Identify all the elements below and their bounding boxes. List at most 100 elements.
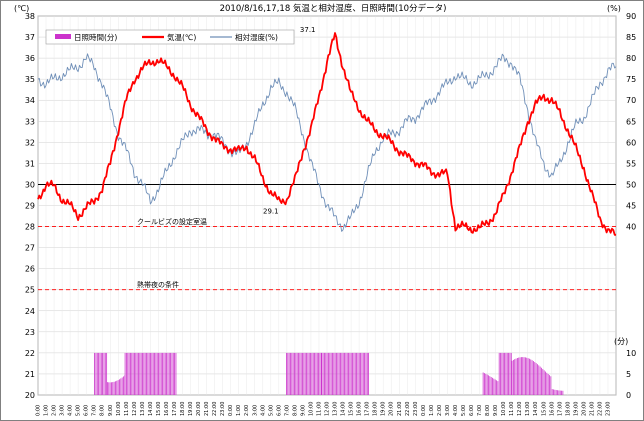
x-tick-label: 21:00	[589, 402, 595, 416]
sunshine-bar	[302, 352, 303, 395]
series-line	[37, 53, 617, 232]
sunshine-bar	[164, 352, 166, 395]
sunshine-bars	[94, 352, 564, 395]
sunshine-bar	[295, 352, 297, 395]
x-tick-label: 7:00	[284, 405, 290, 416]
x-tick-label: 6:00	[469, 405, 475, 416]
sunshine-bar	[128, 352, 130, 395]
left-tick-label: 37	[25, 33, 35, 42]
sunshine-bar	[300, 352, 302, 395]
sunshine-bar	[530, 359, 532, 395]
x-tick-label: 5:00	[268, 405, 274, 416]
sunshine-bar	[558, 390, 560, 395]
sunshine-bar	[288, 352, 290, 395]
x-tick-label: 8:00	[100, 405, 106, 416]
sunshine-bar	[543, 370, 545, 395]
right-tick-label: 40	[626, 223, 636, 232]
chart-title: 2010/8/16,17,18 気温と相対湿度、日照時間(10分データ)	[220, 3, 447, 14]
left-tick-label: 31	[25, 159, 35, 168]
x-tick-label: 22:00	[405, 402, 411, 416]
right-tick-label: 65	[626, 117, 636, 126]
sunshine-bar	[111, 382, 112, 395]
sunshine-bar	[562, 390, 564, 395]
sunshine-bar	[490, 376, 492, 395]
sunshine-bar	[561, 390, 562, 395]
sunshine-bar	[174, 352, 176, 395]
sunshine-bar	[321, 352, 323, 395]
sunshine-bar	[337, 352, 339, 395]
x-tick-label: 12:00	[325, 402, 331, 416]
sunshine-bar	[102, 352, 104, 395]
x-tick-label: 14:00	[341, 402, 347, 416]
sunshine-bar	[292, 352, 294, 395]
x-tick-label: 18:00	[565, 402, 571, 416]
x-tick-label: 17:00	[365, 402, 371, 416]
sunshine-bar	[322, 352, 324, 395]
x-tick-label: 10:00	[116, 402, 122, 416]
x-tick-label: 20:00	[196, 402, 202, 416]
sunshine-bar	[361, 352, 363, 395]
sunshine-bar	[312, 352, 314, 395]
sunshine-bar	[526, 357, 528, 395]
sunshine-bar	[340, 352, 341, 395]
sunshine-bar	[539, 366, 541, 395]
sunshine-bar	[104, 352, 106, 395]
legend-swatch-sunshine	[55, 34, 71, 39]
x-tick-label: 17:00	[172, 402, 178, 416]
sunshine-bar	[516, 358, 518, 395]
sunshine-bar	[348, 352, 349, 395]
sunshine-bar	[127, 352, 129, 395]
x-tick-label: 3:00	[445, 405, 451, 416]
sunshine-bar	[166, 352, 167, 395]
sunshine-bar	[486, 374, 488, 395]
sunshine-bar	[311, 352, 313, 395]
x-tick-label: 2:00	[437, 405, 443, 416]
x-tick-label: 21:00	[397, 402, 403, 416]
sunshine-bar	[103, 352, 105, 395]
sunshine-bar	[315, 352, 317, 395]
sunshine-bar	[168, 352, 170, 395]
right-tick-label: 80	[626, 54, 636, 63]
sunshine-bar	[366, 352, 368, 395]
sunshine-bar	[522, 357, 524, 395]
sunshine-bar	[488, 375, 489, 395]
sunshine-bar	[290, 352, 291, 395]
sunshine-bar	[296, 352, 298, 395]
sunshine-bar	[551, 389, 553, 395]
left-tick-label: 25	[25, 286, 35, 295]
sunshine-bar	[150, 352, 151, 395]
sunshine-bar	[542, 369, 544, 395]
sunshine-bar	[162, 352, 163, 395]
x-tick-label: 16:00	[549, 402, 555, 416]
right-tick-label: 55	[626, 159, 636, 168]
x-tick-label: 12:00	[132, 402, 138, 416]
left-tick-label: 36	[25, 54, 35, 63]
sunshine-bar	[303, 352, 305, 395]
legend-label-temperature: 気温(℃)	[167, 32, 196, 42]
sunshine-bar	[529, 358, 530, 395]
right-tick-label: 60	[626, 138, 636, 147]
x-tick-label: 1:00	[429, 405, 435, 416]
x-tick-label: 5:00	[76, 405, 82, 416]
sunshine-bar	[537, 364, 538, 395]
x-tick-label: 16:00	[164, 402, 170, 416]
sunshine-axis-unit: (分)	[614, 337, 628, 346]
x-tick-label: 1:00	[236, 405, 242, 416]
sunshine-bar	[353, 352, 355, 395]
x-tick-label: 16:00	[357, 402, 363, 416]
sunshine-bar	[547, 373, 549, 395]
left-tick-label: 20	[25, 391, 35, 400]
sunshine-bar	[362, 352, 364, 395]
x-tick-label: 23:00	[605, 402, 611, 416]
x-tick-label: 0:00	[421, 405, 427, 416]
sunshine-bar	[99, 352, 101, 395]
sunshine-bar	[115, 381, 116, 395]
left-tick-label: 22	[25, 349, 35, 358]
sunshine-bar	[171, 352, 173, 395]
sunshine-bar	[334, 352, 336, 395]
x-tick-label: 3:00	[252, 405, 258, 416]
series-line	[37, 32, 617, 236]
sunshine-bar	[307, 352, 309, 395]
x-tick-label: 4:00	[453, 405, 459, 416]
